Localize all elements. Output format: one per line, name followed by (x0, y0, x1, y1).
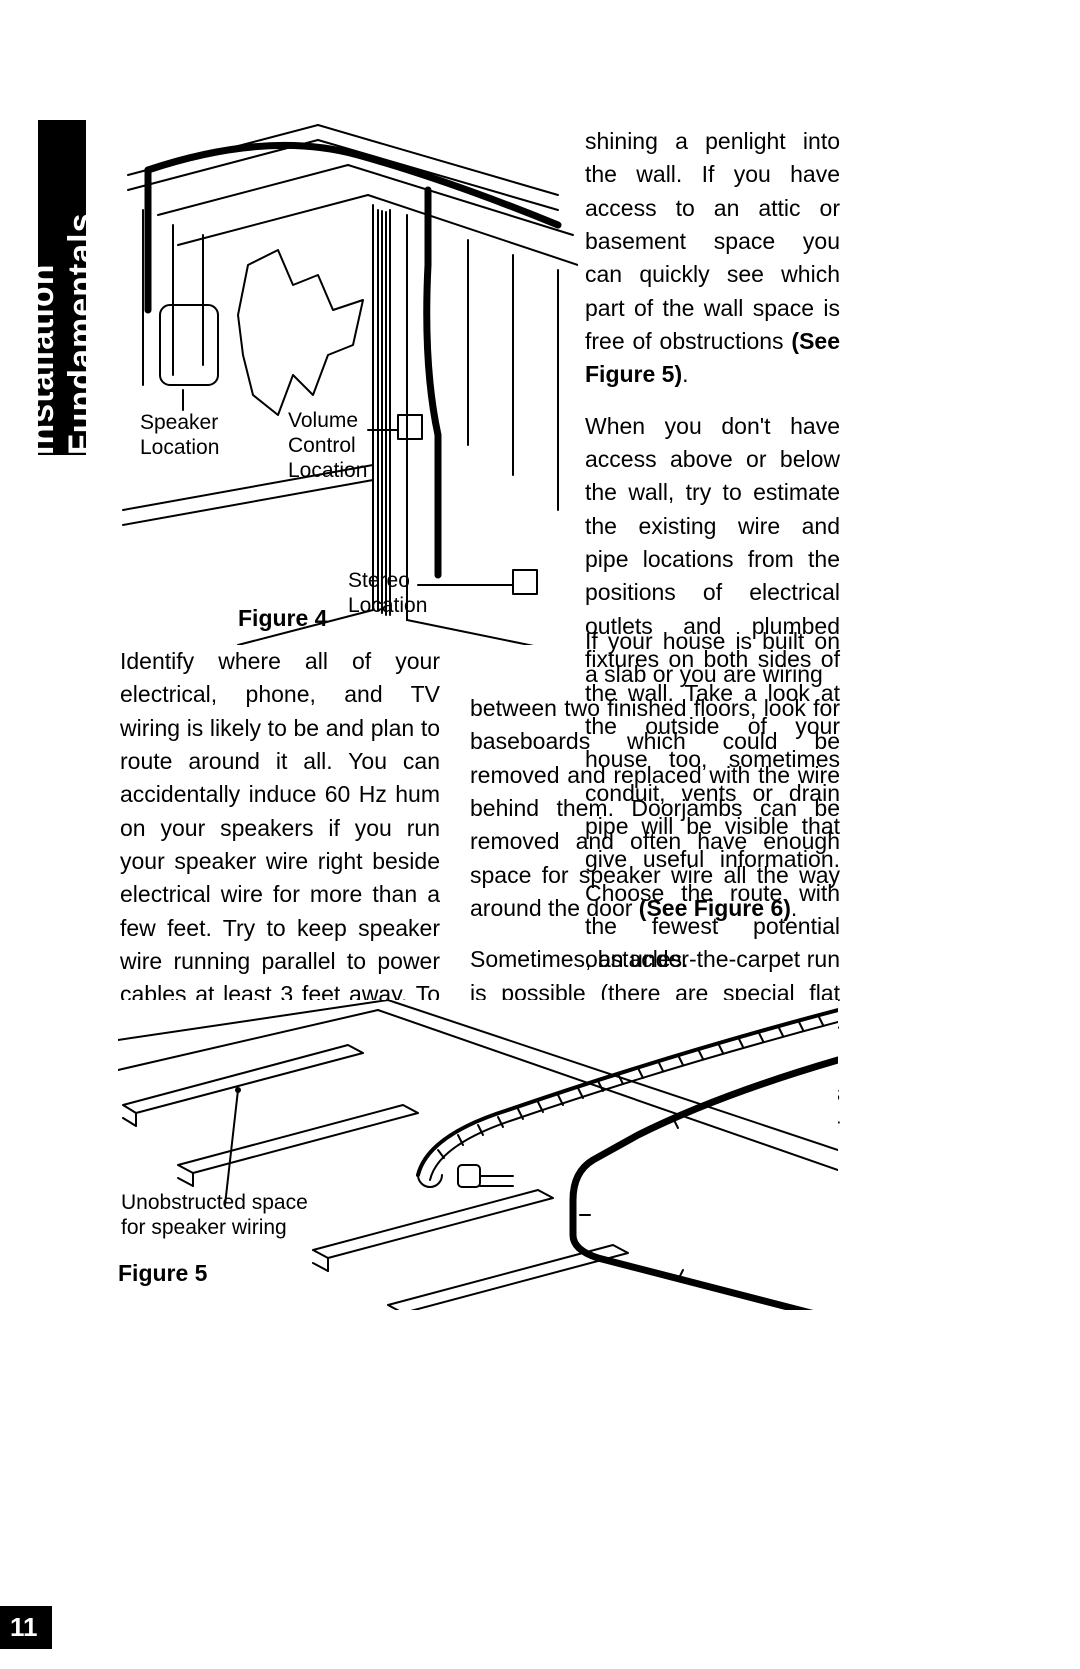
text-run-bold: (See Figure 6) (639, 895, 791, 921)
figure-4: Speaker Location Volume Control Location… (118, 115, 578, 645)
page: Installation Fundamentals 11 (0, 0, 1080, 1669)
text-run: If your house is built on a slab or you … (585, 628, 840, 687)
text-run: between two finished floors, look for ba… (470, 695, 840, 921)
figure-4-label-stereo: Stereo Location (348, 568, 427, 618)
figure-4-title: Figure 4 (238, 605, 327, 632)
figure-5: Unobstructed space for speaker wiring Fi… (118, 1000, 838, 1310)
section-label-sidebar: Installation Fundamentals (38, 120, 86, 455)
figure-5-diagram (118, 1000, 838, 1310)
page-number: 11 (0, 1606, 52, 1649)
figure-5-label-space: Unobstructed space for speaker wiring (121, 1190, 308, 1240)
figure-4-label-volume: Volume Control Location (288, 408, 367, 484)
figure-4-diagram (118, 115, 578, 645)
text-run: shining a penlight into the wall. If you… (585, 128, 840, 354)
figure-5-title: Figure 5 (118, 1260, 207, 1287)
text-run: . (791, 895, 797, 921)
text-run: . (682, 361, 688, 387)
paragraph: shining a penlight into the wall. If you… (585, 125, 840, 392)
paragraph: If your house is built on a slab or you … (585, 625, 840, 692)
body-text-right-narrow-2: If your house is built on a slab or you … (585, 625, 840, 692)
figure-4-label-speaker: Speaker Location (140, 410, 219, 460)
paragraph: between two finished floors, look for ba… (470, 692, 840, 925)
